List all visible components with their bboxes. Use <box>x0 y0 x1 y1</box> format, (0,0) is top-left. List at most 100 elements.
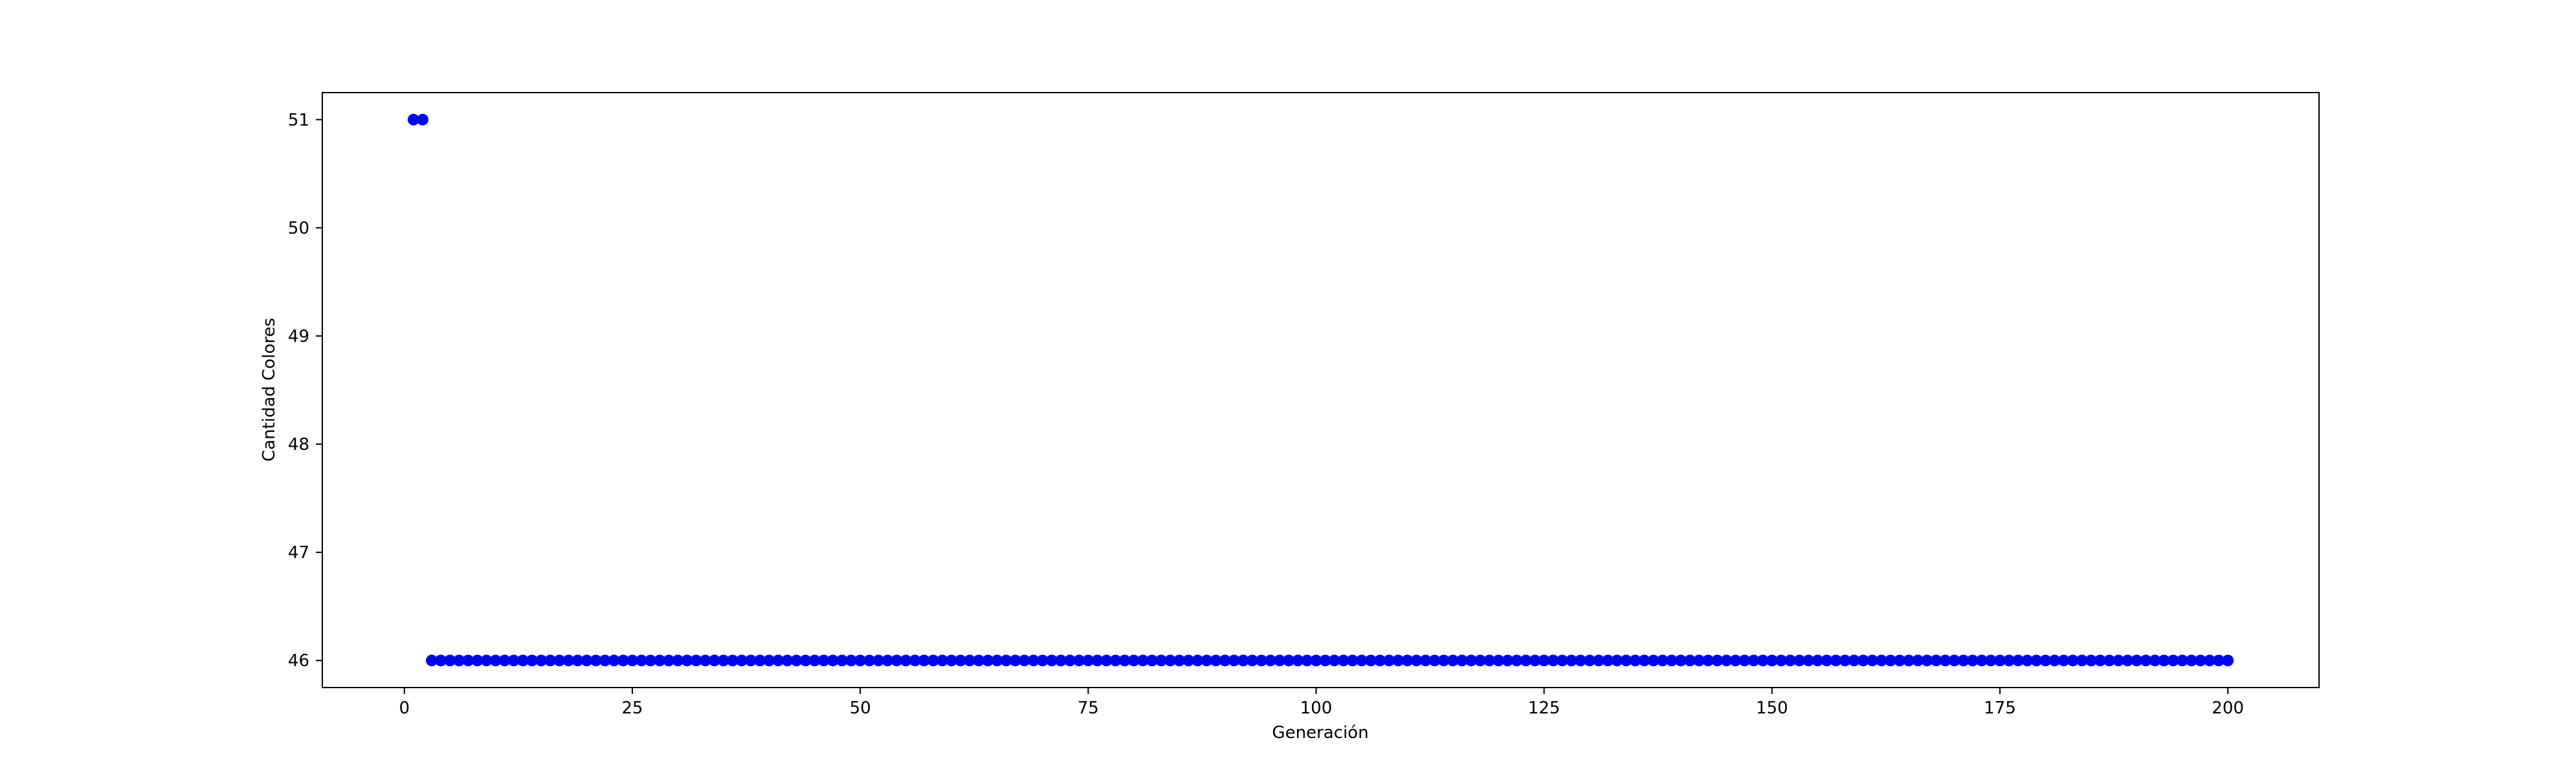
data-point <box>745 655 757 667</box>
data-point <box>827 655 839 667</box>
data-point <box>1884 655 1896 667</box>
data-point <box>1438 655 1450 667</box>
data-point <box>1045 655 1058 667</box>
data-point <box>1146 655 1158 667</box>
data-point <box>1611 655 1623 667</box>
data-point <box>2222 655 2234 667</box>
data-point <box>945 655 957 667</box>
data-point <box>1638 655 1650 667</box>
data-point <box>516 655 529 667</box>
data-point <box>799 655 812 667</box>
data-point <box>863 655 876 667</box>
data-point <box>1419 655 1432 667</box>
data-point <box>1283 655 1295 667</box>
data-point <box>572 655 584 667</box>
data-point <box>1593 655 1605 667</box>
data-point <box>507 655 520 667</box>
data-point <box>1584 655 1596 667</box>
y-tick-label: 48 <box>288 435 309 454</box>
data-point <box>1456 655 1468 667</box>
data-point <box>2213 655 2225 667</box>
data-point <box>1164 655 1177 667</box>
data-point <box>2003 655 2015 667</box>
data-point <box>1274 655 1286 667</box>
data-point <box>1693 655 1705 667</box>
data-point <box>1319 655 1331 667</box>
data-point <box>1447 655 1459 667</box>
data-point <box>891 655 903 667</box>
data-point <box>654 655 666 667</box>
data-point <box>426 655 438 667</box>
data-point <box>882 655 894 667</box>
data-point <box>1830 655 1842 667</box>
x-tick-label: 25 <box>621 699 643 718</box>
data-point <box>1729 655 1742 667</box>
data-point <box>1894 655 1906 667</box>
data-point <box>1183 655 1195 667</box>
data-point <box>2067 655 2079 667</box>
data-point <box>2039 655 2052 667</box>
data-point <box>1091 655 1104 667</box>
data-point <box>1210 655 1222 667</box>
data-point <box>982 655 994 667</box>
data-point <box>1265 655 1277 667</box>
data-point <box>471 655 483 667</box>
data-point <box>845 655 858 667</box>
x-axis-label: Generación <box>1272 723 1368 743</box>
data-point <box>489 655 502 667</box>
data-point <box>1027 655 1039 667</box>
data-point <box>1565 655 1577 667</box>
y-tick-label: 51 <box>288 111 309 130</box>
data-point <box>1465 655 1477 667</box>
data-point <box>909 655 921 667</box>
data-point <box>918 655 930 667</box>
data-point <box>1201 655 1213 667</box>
x-tick-label: 150 <box>1756 699 1788 718</box>
data-point <box>2158 655 2170 667</box>
data-point <box>1127 655 1140 667</box>
data-point <box>2203 655 2215 667</box>
data-point <box>1511 655 1523 667</box>
data-point <box>2167 655 2179 667</box>
data-point <box>1173 655 1186 667</box>
data-point <box>1109 655 1122 667</box>
plot-area <box>322 93 2319 688</box>
data-point <box>480 655 493 667</box>
y-axis-label: Cantidad Colores <box>260 318 279 462</box>
x-tick-label: 50 <box>850 699 871 718</box>
data-point <box>1064 655 1076 667</box>
data-point <box>1483 655 1496 667</box>
data-point <box>1493 655 1505 667</box>
x-tick-label: 75 <box>1078 699 1099 718</box>
data-point <box>608 655 620 667</box>
data-point <box>1520 655 1532 667</box>
data-point <box>1647 655 1660 667</box>
data-point <box>1912 655 1924 667</box>
data-point <box>1036 655 1049 667</box>
data-point <box>1383 655 1395 667</box>
data-point <box>717 655 729 667</box>
data-point <box>2149 655 2161 667</box>
data-point <box>1574 655 1586 667</box>
data-point <box>1757 655 1769 667</box>
data-point <box>526 655 538 667</box>
data-point <box>1620 655 1632 667</box>
data-point <box>2185 655 2197 667</box>
data-point <box>1502 655 1514 667</box>
data-point <box>690 655 702 667</box>
data-point <box>2176 655 2188 667</box>
data-point <box>1766 655 1778 667</box>
data-point <box>444 655 456 667</box>
data-point <box>1629 655 1641 667</box>
x-tick-label: 175 <box>1984 699 2016 718</box>
data-point <box>1310 655 1322 667</box>
data-point <box>626 655 638 667</box>
data-point <box>817 655 830 667</box>
data-point <box>964 655 976 667</box>
data-point <box>1255 655 1267 667</box>
data-point <box>699 655 711 667</box>
data-point <box>617 655 629 667</box>
data-point <box>726 655 738 667</box>
data-point <box>1803 655 1815 667</box>
data-point <box>2113 655 2125 667</box>
